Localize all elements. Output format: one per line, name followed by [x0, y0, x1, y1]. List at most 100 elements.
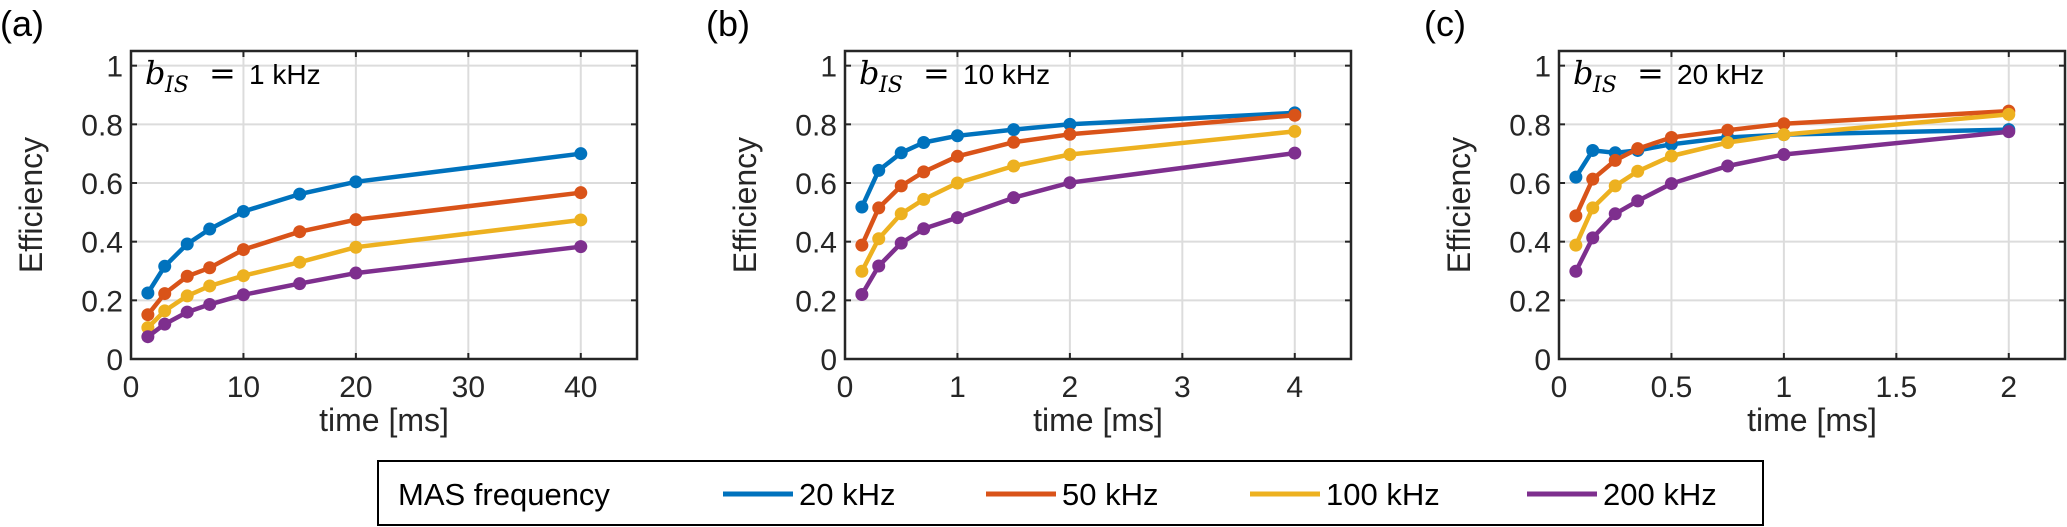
data-point — [349, 240, 363, 254]
y-tick-label: 0.8 — [1509, 109, 1551, 142]
plot-area — [1559, 51, 2065, 359]
series-200-khz — [855, 146, 1302, 301]
data-point — [293, 277, 307, 291]
data-point — [872, 201, 886, 215]
annotation-value: 10 kHz — [963, 59, 1050, 90]
x-tick-label: 30 — [452, 371, 485, 404]
data-point — [203, 279, 217, 293]
data-point — [203, 297, 217, 311]
data-point — [293, 187, 307, 201]
data-point — [950, 211, 964, 225]
data-point — [1288, 146, 1302, 160]
legend-label: 100 kHz — [1326, 477, 1440, 512]
x-tick-label: 0 — [1551, 371, 1568, 404]
x-tick-label: 2 — [2000, 371, 2017, 404]
y-tick-label: 0.4 — [1509, 227, 1551, 260]
data-point — [1721, 136, 1735, 150]
y-tick-label: 0.8 — [81, 109, 123, 142]
data-point — [1007, 159, 1021, 173]
data-point — [1007, 123, 1021, 137]
data-point — [1608, 207, 1622, 221]
data-point — [855, 200, 869, 214]
annotation-equals: = — [923, 54, 950, 92]
y-axis-label: Efficiency — [1441, 137, 1477, 273]
data-point — [872, 232, 886, 246]
data-point — [1586, 143, 1600, 157]
data-point — [917, 192, 931, 206]
x-axis-label: time [ms] — [319, 402, 449, 438]
legend-label: 50 kHz — [1062, 477, 1158, 512]
annotation-variable: b — [859, 54, 879, 92]
legend-entry-50-khz: 50 kHz — [986, 477, 1158, 512]
y-axis-label: Efficiency — [13, 137, 49, 273]
data-point — [2002, 125, 2016, 139]
data-point — [349, 266, 363, 280]
data-point — [158, 287, 172, 301]
annotation: b IS = 1 kHz — [145, 54, 321, 98]
data-point — [1063, 148, 1077, 162]
panel-a: 0 10 20 30 40 0 0.2 0.4 0.6 0.8 1 time [ms] Efficien… — [0, 3, 639, 438]
y-tick-label: 1 — [106, 51, 123, 84]
x-tick-label: 20 — [339, 371, 372, 404]
series-100-khz — [855, 124, 1302, 278]
plot-area — [845, 51, 1351, 359]
data-point — [1063, 117, 1077, 131]
y-tick-label: 0.6 — [795, 168, 837, 201]
data-point — [293, 225, 307, 239]
x-axis-label: time [ms] — [1033, 402, 1163, 438]
x-tick-label: 1 — [1776, 371, 1793, 404]
x-tick-label: 1 — [949, 371, 966, 404]
y-tick-label: 0.2 — [795, 285, 837, 318]
annotation-value: 20 kHz — [1677, 59, 1764, 90]
series-50-khz — [855, 108, 1302, 252]
annotation-subscript: IS — [1592, 73, 1617, 98]
y-tick-label: 0.8 — [795, 109, 837, 142]
data-point — [872, 163, 886, 177]
data-point — [1631, 194, 1645, 208]
axes-frame — [843, 49, 1353, 361]
data-point — [1608, 179, 1622, 193]
annotation-variable: b — [145, 54, 165, 92]
data-point — [236, 204, 250, 218]
panel-label: (c) — [1424, 3, 1466, 44]
data-point — [1586, 172, 1600, 186]
legend-label: 20 kHz — [799, 477, 895, 512]
data-point — [203, 222, 217, 236]
y-tick-label: 0.2 — [81, 285, 123, 318]
data-point — [1007, 135, 1021, 149]
data-point — [158, 304, 172, 318]
data-point — [917, 222, 931, 236]
annotation-subscript: IS — [878, 73, 903, 98]
data-point — [872, 259, 886, 273]
data-point — [574, 240, 588, 254]
data-point — [141, 321, 155, 335]
data-point — [1777, 148, 1791, 162]
data-point — [141, 330, 155, 344]
data-point — [1586, 201, 1600, 215]
data-point — [236, 269, 250, 283]
data-point — [1569, 264, 1583, 278]
data-point — [1063, 127, 1077, 141]
legend-entry-20-khz: 20 kHz — [723, 477, 895, 512]
data-point — [1664, 177, 1678, 191]
data-point — [894, 207, 908, 221]
data-point — [1664, 131, 1678, 145]
data-point — [1288, 124, 1302, 138]
series-200-khz — [141, 240, 588, 344]
legend: MAS frequency 20 kHz 50 kHz 100 kHz 200 kHz — [377, 460, 1764, 526]
data-point — [1721, 123, 1735, 137]
x-tick-label: 3 — [1174, 371, 1191, 404]
x-tick-label: 40 — [564, 371, 597, 404]
data-point — [855, 287, 869, 301]
legend-entry-200-khz: 200 kHz — [1527, 477, 1717, 512]
data-point — [574, 147, 588, 161]
annotation: b IS = 10 kHz — [859, 54, 1050, 98]
legend-label: 200 kHz — [1603, 477, 1717, 512]
y-axis-label: Efficiency — [727, 137, 763, 273]
panel-b: 0 1 2 3 4 0 0.2 0.4 0.6 0.8 1 time [ms] Efficiency (b… — [706, 3, 1353, 438]
axes-frame — [129, 49, 639, 361]
legend-entry-100-khz: 100 kHz — [1250, 477, 1440, 512]
data-point — [1664, 149, 1678, 163]
